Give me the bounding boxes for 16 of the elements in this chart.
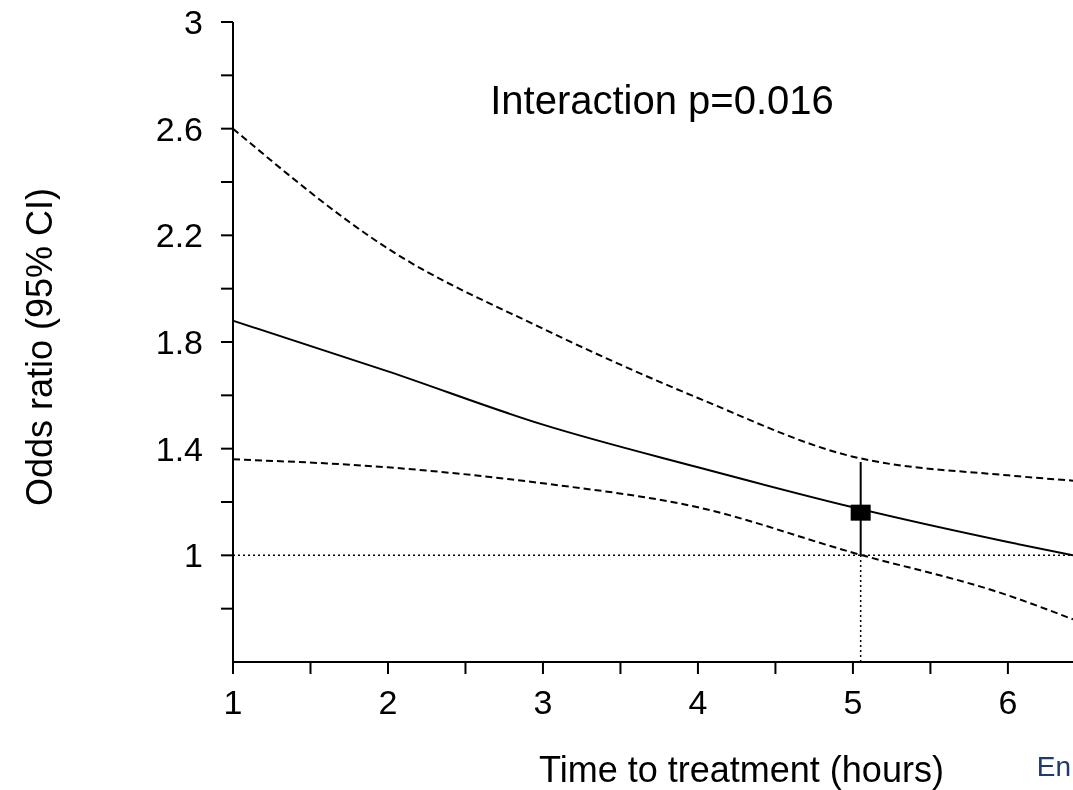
- y-tick-label: 1.8: [155, 323, 203, 361]
- x-tick-label: 1: [223, 683, 243, 721]
- x-tick-label: 4: [688, 683, 708, 721]
- x-tick-label: 5: [843, 683, 863, 721]
- x-axis-title: Time to treatment (hours): [539, 749, 944, 790]
- y-tick-label: 2.2: [155, 216, 203, 255]
- y-tick-label: 1: [184, 536, 203, 575]
- x-tick-label: 2: [378, 683, 398, 721]
- y-axis-title: Odds ratio (95% CI): [19, 187, 60, 507]
- annotation: Interaction p=0.016: [490, 78, 834, 122]
- y-tick-label: 3: [184, 3, 203, 41]
- x-tick-label: 3: [533, 683, 553, 721]
- y-tick-label: 2.6: [155, 109, 203, 148]
- x-tick-label: 6: [998, 683, 1018, 721]
- y-tick-label: 1.4: [155, 429, 203, 468]
- text: En: [1036, 751, 1071, 782]
